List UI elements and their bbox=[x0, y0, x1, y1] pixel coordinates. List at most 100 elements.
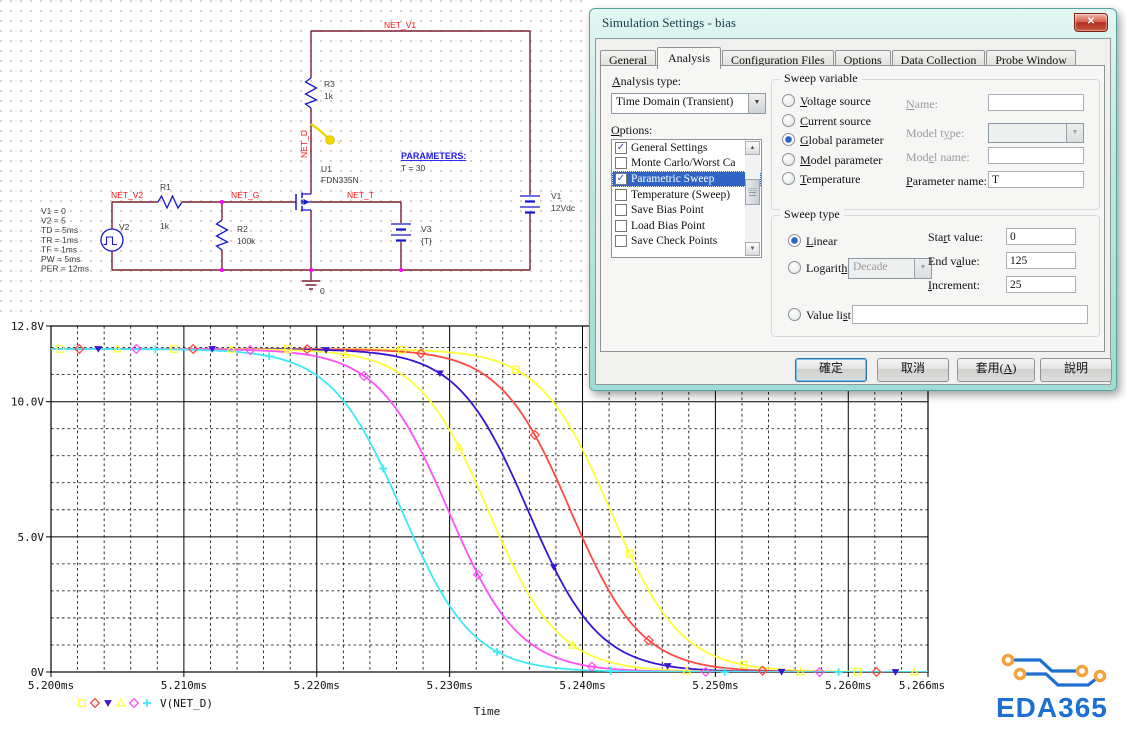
options-list-item[interactable]: Load Bias Point bbox=[612, 218, 761, 234]
close-icon[interactable]: ✕ bbox=[1074, 13, 1108, 32]
dialog-title: Simulation Settings - bias bbox=[602, 15, 736, 30]
options-list-item[interactable]: Save Bias Point bbox=[612, 202, 761, 218]
checkbox-unchecked-icon[interactable] bbox=[615, 235, 627, 248]
tab-options[interactable]: Options bbox=[834, 50, 891, 69]
option-label: Save Check Points bbox=[631, 235, 718, 248]
radio-icon[interactable] bbox=[788, 308, 801, 321]
trace-run-6 bbox=[51, 348, 928, 672]
v2-param-line: V2 = 5 bbox=[41, 216, 66, 226]
checkbox-unchecked-icon[interactable] bbox=[615, 204, 627, 217]
net-label-netd: NET_D bbox=[299, 130, 309, 158]
v2-param-line: PW = 5ms bbox=[41, 254, 80, 264]
source-v2-symbol bbox=[100, 228, 124, 252]
chevron-down-icon[interactable]: ▼ bbox=[748, 94, 765, 113]
net-label-netv1: NET_V1 bbox=[384, 20, 416, 30]
r3-ref: R3 bbox=[324, 79, 335, 89]
start-value-input[interactable]: 0 bbox=[1006, 228, 1076, 245]
tab-probe-window[interactable]: Probe Window bbox=[986, 50, 1076, 69]
checkbox-unchecked-icon[interactable] bbox=[615, 219, 627, 232]
v2-param-line: TR = 1ms bbox=[41, 235, 78, 245]
analysis-type-label: Analysis type: bbox=[612, 74, 681, 88]
increment-input[interactable]: 25 bbox=[1006, 276, 1076, 293]
option-label: General Settings bbox=[631, 141, 708, 154]
field-input-model-type[interactable]: ▼ bbox=[988, 123, 1084, 143]
simulation-settings-dialog: Simulation Settings - bias ✕ General Anal… bbox=[589, 8, 1117, 391]
trace-run-4 bbox=[51, 348, 928, 672]
tab-data-collection[interactable]: Data Collection bbox=[891, 50, 986, 69]
checkbox-checked-icon[interactable]: ✓ bbox=[615, 141, 627, 154]
radio-icon[interactable] bbox=[788, 234, 801, 247]
options-list-item[interactable]: Temperature (Sweep) bbox=[612, 187, 761, 203]
scrollbar-thumb[interactable] bbox=[745, 179, 760, 205]
checkbox-unchecked-icon[interactable] bbox=[615, 188, 627, 201]
r1-ref: R1 bbox=[160, 182, 171, 192]
mosfet-u1-symbol bbox=[295, 192, 311, 212]
trace-run-5 bbox=[51, 348, 928, 672]
radio-icon[interactable] bbox=[782, 113, 795, 127]
field-label: Name: bbox=[906, 97, 938, 111]
options-list-item[interactable]: ✓ General Settings bbox=[612, 140, 761, 156]
radio-icon[interactable] bbox=[782, 133, 795, 147]
radio-model-parameter[interactable]: Model parameter bbox=[782, 152, 882, 168]
end-value-input[interactable]: 125 bbox=[1006, 252, 1076, 269]
v2-param-line: PER = 12ms bbox=[41, 264, 89, 274]
cancel-button[interactable]: 取消 bbox=[877, 358, 949, 382]
tab-general[interactable]: General bbox=[600, 50, 656, 69]
options-list-item[interactable]: ✓ Parametric Sweep bbox=[612, 171, 761, 187]
options-list: ✓ General Settings Monte Carlo/Worst Ca ✓ Pa… bbox=[611, 139, 762, 258]
radio-icon[interactable] bbox=[782, 172, 795, 186]
trace-markers bbox=[56, 343, 920, 678]
svg-text:5.230ms: 5.230ms bbox=[426, 679, 472, 692]
trace-run-3 bbox=[51, 348, 928, 672]
radio-voltage-source[interactable]: Voltage source bbox=[782, 94, 871, 109]
radio-linear[interactable]: Linear bbox=[788, 234, 837, 249]
radio-current-source[interactable]: Current source bbox=[782, 113, 871, 129]
parameters-value: T = 30 bbox=[401, 163, 425, 173]
wires bbox=[111, 30, 531, 280]
options-list-item[interactable]: Monte Carlo/Worst Ca bbox=[612, 156, 761, 172]
plot-frame bbox=[50, 325, 929, 673]
value-list-input[interactable] bbox=[852, 305, 1088, 324]
circuit-trace-icon bbox=[1001, 653, 1107, 687]
apply-button[interactable]: 套用(A) bbox=[957, 358, 1035, 382]
svg-text:5.200ms: 5.200ms bbox=[28, 679, 74, 692]
legend-signal-label: V(NET_D) bbox=[160, 697, 213, 710]
checkbox-checked-icon[interactable]: ✓ bbox=[615, 172, 627, 185]
log-scale-dropdown[interactable]: Decade ▼ bbox=[848, 258, 932, 279]
field-input-model-name[interactable] bbox=[988, 147, 1084, 164]
radio-icon[interactable] bbox=[788, 261, 801, 274]
options-scrollbar[interactable]: ▲ ▼ bbox=[745, 141, 760, 256]
radio-icon[interactable] bbox=[782, 94, 795, 107]
radio-value-list[interactable]: Value list bbox=[788, 308, 851, 323]
r2-value: 100k bbox=[237, 236, 256, 246]
net-label-netg: NET_G bbox=[231, 190, 259, 200]
analysis-type-dropdown[interactable]: Time Domain (Transient) ▼ bbox=[611, 93, 766, 114]
tab-analysis[interactable]: Analysis bbox=[656, 47, 721, 69]
svg-text:12.8V: 12.8V bbox=[11, 320, 44, 333]
field-label: Parameter name: bbox=[906, 174, 987, 188]
radio-temperature[interactable]: Temperature bbox=[782, 172, 860, 187]
radio-global-parameter[interactable]: Global parameter bbox=[782, 133, 884, 148]
option-label: Load Bias Point bbox=[631, 219, 706, 232]
radio-icon[interactable] bbox=[782, 152, 795, 166]
field-input-parameter-name[interactable]: T bbox=[988, 171, 1084, 188]
analysis-type-value: Time Domain (Transient) bbox=[616, 96, 734, 108]
ground-label: 0 bbox=[320, 286, 325, 296]
tab-configuration-files[interactable]: Configuration Files bbox=[721, 50, 834, 69]
options-list-item[interactable]: Save Check Points bbox=[612, 234, 761, 250]
voltage-probe-icon[interactable]: v bbox=[310, 123, 341, 146]
help-button[interactable]: 說明 bbox=[1040, 358, 1112, 382]
checkbox-unchecked-icon[interactable] bbox=[615, 157, 627, 170]
ok-button[interactable]: 確定 bbox=[795, 358, 867, 382]
field-input-name[interactable] bbox=[988, 94, 1084, 111]
gridlines bbox=[51, 326, 928, 672]
schematic-canvas[interactable]: v NET_V1 NET_D NET_V2 NET_G NET_T R1 1k … bbox=[0, 0, 590, 316]
scroll-down-icon[interactable]: ▼ bbox=[745, 242, 760, 256]
eda365-logo: EDA365 bbox=[988, 648, 1120, 728]
scroll-up-icon[interactable]: ▲ bbox=[745, 141, 760, 155]
option-label: Save Bias Point bbox=[631, 204, 704, 217]
parameters-title: PARAMETERS: bbox=[401, 151, 466, 161]
option-label: Temperature (Sweep) bbox=[631, 188, 731, 201]
end-value-label: End value: bbox=[928, 254, 980, 268]
